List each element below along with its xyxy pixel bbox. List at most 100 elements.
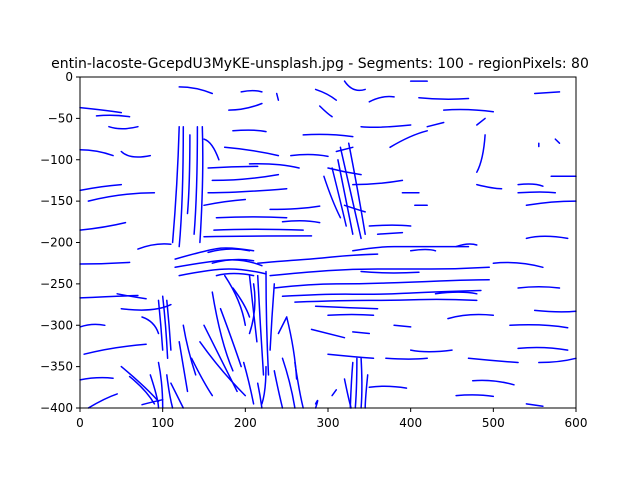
contour-line-59 bbox=[385, 357, 428, 360]
contour-line-142 bbox=[182, 324, 197, 376]
contour-line-112 bbox=[409, 248, 437, 252]
contour-line-3 bbox=[79, 261, 131, 265]
contour-line-107 bbox=[273, 278, 490, 289]
contour-line-18 bbox=[120, 365, 160, 403]
contour-line-141 bbox=[232, 287, 251, 318]
contour-line-91 bbox=[248, 163, 300, 169]
contour-line-6 bbox=[83, 343, 147, 355]
contour-line-23 bbox=[240, 89, 263, 93]
contour-line-52 bbox=[538, 357, 577, 364]
contour-line-36 bbox=[476, 134, 486, 173]
y-tick-label: −100 bbox=[40, 153, 73, 167]
contour-line-105 bbox=[256, 253, 379, 264]
contour-line-49 bbox=[509, 324, 569, 329]
contour-line-38 bbox=[517, 183, 544, 187]
contour-line-139 bbox=[219, 307, 242, 368]
contour-line-15 bbox=[116, 293, 147, 300]
contour-line-95 bbox=[331, 167, 347, 227]
contour-line-144 bbox=[354, 357, 358, 409]
contour-line-12 bbox=[108, 125, 139, 130]
x-tick-label: 500 bbox=[482, 416, 505, 430]
contour-line-47 bbox=[517, 286, 561, 289]
contour-line-62 bbox=[310, 328, 346, 339]
chart-title: entin-lacoste-GcepdU3MyKE-unsplash.jpg -… bbox=[51, 56, 589, 72]
contour-line-89 bbox=[223, 146, 280, 157]
contour-line-56 bbox=[447, 313, 495, 320]
contour-line-83 bbox=[207, 165, 259, 169]
contour-line-108 bbox=[281, 289, 482, 298]
contour-line-146 bbox=[360, 357, 363, 409]
contour-line-137 bbox=[203, 324, 238, 393]
contour-line-116 bbox=[256, 274, 265, 376]
contour-line-74 bbox=[368, 224, 412, 227]
contour-line-71 bbox=[352, 179, 404, 186]
contour-line-120 bbox=[277, 316, 288, 335]
contour-line-68 bbox=[281, 219, 321, 224]
contour-line-57 bbox=[434, 291, 478, 295]
contour-line-104 bbox=[215, 272, 255, 277]
contour-line-97 bbox=[339, 146, 362, 240]
contour-line-123 bbox=[242, 361, 255, 405]
y-tick-label: 0 bbox=[65, 70, 73, 84]
contour-line-134 bbox=[170, 382, 185, 409]
contour-line-4 bbox=[79, 294, 139, 299]
plot-area bbox=[79, 76, 577, 409]
contour-line-11 bbox=[120, 150, 152, 158]
contour-line-32 bbox=[418, 96, 470, 100]
x-tick-label: 400 bbox=[399, 416, 422, 430]
contour-line-14 bbox=[137, 243, 172, 250]
contour-line-17 bbox=[141, 316, 160, 335]
contour-line-10 bbox=[95, 114, 131, 118]
contour-line-145 bbox=[349, 361, 354, 409]
contour-line-5 bbox=[79, 323, 106, 328]
x-tick-label: 100 bbox=[151, 416, 174, 430]
contour-line-85 bbox=[207, 187, 288, 194]
x-axis: 0 100 200 300 400 500 600 bbox=[76, 408, 587, 430]
contour-line-148 bbox=[364, 374, 369, 409]
contour-line-50 bbox=[467, 357, 519, 364]
y-axis: 0 −50 −100 −150 −200 −250 −300 −350 −400 bbox=[40, 70, 80, 415]
contour-line-44 bbox=[554, 138, 561, 144]
contour-line-37 bbox=[476, 183, 503, 190]
contour-line-20 bbox=[141, 398, 164, 406]
contour-line-125 bbox=[281, 357, 296, 409]
contour-line-9 bbox=[79, 106, 123, 114]
contour-line-93 bbox=[302, 133, 354, 138]
contour-line-87 bbox=[213, 228, 304, 231]
contour-line-86 bbox=[215, 216, 288, 219]
contour-line-138 bbox=[211, 291, 234, 372]
contour-line-22 bbox=[228, 102, 263, 111]
y-tick-label: −350 bbox=[40, 360, 73, 374]
contour-line-103 bbox=[211, 258, 255, 264]
contour-line-96 bbox=[337, 159, 354, 235]
contour-line-13 bbox=[87, 192, 156, 202]
contour-line-1 bbox=[79, 183, 123, 192]
x-tick-label: 200 bbox=[234, 416, 257, 430]
contour-line-130 bbox=[166, 299, 172, 351]
y-tick-label: −150 bbox=[40, 194, 73, 208]
contour-line-66 bbox=[203, 198, 247, 207]
contour-line-8 bbox=[87, 393, 118, 409]
contour-line-67 bbox=[269, 205, 321, 211]
contour-line-53 bbox=[471, 379, 515, 386]
contour-line-7 bbox=[79, 376, 114, 381]
y-tick-label: −250 bbox=[40, 277, 73, 291]
contour-line-106 bbox=[269, 266, 490, 277]
contour-line-21 bbox=[178, 86, 214, 95]
contour-line-98 bbox=[347, 142, 366, 235]
contour-line-147 bbox=[343, 378, 352, 409]
contour-line-27 bbox=[343, 80, 366, 92]
contour-line-117 bbox=[265, 270, 270, 376]
contour-line-111 bbox=[352, 245, 470, 252]
contour-line-33 bbox=[426, 121, 445, 128]
contour-line-54 bbox=[455, 394, 495, 398]
x-tick-label: 300 bbox=[317, 416, 340, 430]
y-tick-label: −300 bbox=[40, 318, 73, 332]
contour-line-135 bbox=[190, 357, 214, 397]
contour-line-58 bbox=[409, 349, 453, 353]
contour-line-136 bbox=[199, 341, 247, 397]
contour-line-64 bbox=[352, 331, 371, 335]
contour-line-40 bbox=[517, 191, 557, 194]
contour-line-149 bbox=[331, 389, 338, 397]
contour-line-45 bbox=[492, 261, 544, 269]
